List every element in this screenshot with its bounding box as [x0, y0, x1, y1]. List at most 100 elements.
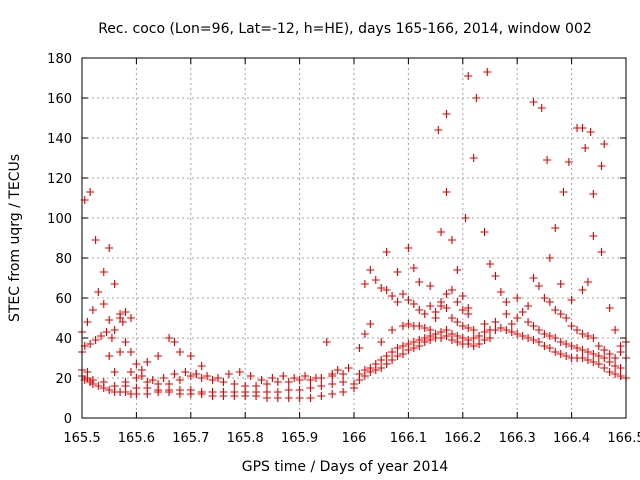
- data-point: [388, 356, 397, 364]
- data-point: [290, 374, 299, 382]
- data-point: [564, 158, 573, 166]
- data-point: [486, 334, 494, 342]
- data-point: [366, 266, 375, 274]
- data-point: [600, 364, 609, 372]
- data-point: [382, 248, 391, 256]
- y-tick-label: 140: [47, 132, 72, 147]
- data-point: [605, 368, 614, 376]
- data-point: [132, 374, 141, 382]
- data-point: [518, 332, 527, 340]
- data-point: [540, 342, 549, 350]
- data-point: [143, 358, 152, 366]
- data-point: [605, 350, 614, 358]
- data-point: [567, 322, 576, 330]
- data-point: [382, 286, 391, 294]
- data-point: [583, 278, 592, 286]
- data-point: [105, 244, 114, 252]
- data-point: [434, 126, 443, 134]
- data-point: [306, 376, 315, 384]
- data-point: [567, 296, 576, 304]
- data-point: [116, 348, 125, 356]
- data-point: [284, 386, 293, 394]
- data-point: [110, 368, 119, 376]
- data-point: [453, 298, 462, 306]
- data-point: [616, 372, 625, 380]
- data-point: [469, 154, 478, 162]
- data-point: [105, 386, 114, 394]
- data-point: [83, 318, 92, 326]
- data-point: [257, 376, 266, 384]
- data-point: [475, 332, 484, 340]
- data-point: [480, 328, 489, 336]
- data-point: [551, 224, 560, 232]
- data-point: [578, 346, 587, 354]
- data-point: [388, 326, 397, 334]
- data-point: [611, 326, 620, 334]
- data-point: [611, 362, 620, 370]
- data-point: [110, 382, 119, 390]
- data-point: [453, 318, 462, 326]
- y-tick-label: 160: [47, 92, 72, 107]
- data-point: [355, 344, 364, 352]
- data-point: [600, 354, 609, 362]
- x-tick-label: 166.4: [553, 431, 590, 446]
- data-point: [545, 344, 554, 352]
- data-point: [94, 288, 103, 296]
- data-point: [502, 326, 511, 334]
- data-point: [393, 352, 402, 360]
- data-point: [132, 360, 141, 368]
- data-point: [333, 366, 342, 374]
- data-point: [377, 356, 386, 364]
- x-axis-title: GPS time / Days of year 2014: [242, 459, 449, 475]
- data-point: [377, 284, 386, 292]
- data-point: [398, 322, 407, 330]
- data-point: [328, 380, 337, 388]
- data-point: [545, 298, 554, 306]
- data-point: [589, 334, 598, 342]
- data-point: [453, 338, 462, 346]
- data-point: [551, 306, 560, 314]
- data-point: [366, 368, 375, 376]
- data-point: [86, 188, 95, 196]
- data-point: [437, 334, 446, 342]
- data-point: [88, 306, 97, 314]
- data-point: [224, 370, 233, 378]
- data-point: [99, 268, 108, 276]
- data-point: [447, 336, 456, 344]
- data-point: [404, 346, 413, 354]
- data-point: [469, 334, 478, 342]
- data-point: [600, 346, 609, 354]
- data-point: [581, 144, 590, 152]
- data-point: [175, 386, 184, 394]
- data-point: [537, 104, 546, 112]
- y-axis-title: STEC from uqrg / TECUs: [7, 154, 23, 322]
- data-point: [388, 348, 397, 356]
- data-point: [388, 292, 397, 300]
- data-point: [562, 314, 571, 322]
- data-point: [328, 370, 337, 378]
- data-point: [371, 366, 380, 374]
- data-point: [507, 320, 516, 328]
- x-tick-label: 165.7: [172, 431, 209, 446]
- data-point: [442, 188, 451, 196]
- data-point: [404, 244, 413, 252]
- data-point: [165, 334, 174, 342]
- data-point: [420, 338, 429, 346]
- data-point: [186, 352, 195, 360]
- data-point: [382, 360, 391, 368]
- data-point: [475, 340, 484, 348]
- data-point: [545, 332, 554, 340]
- data-point: [273, 378, 282, 386]
- data-point: [295, 386, 304, 394]
- data-point: [480, 320, 489, 328]
- x-tick-label: 165.9: [281, 431, 318, 446]
- data-point: [513, 314, 522, 322]
- data-point: [105, 316, 114, 324]
- data-point: [295, 376, 304, 384]
- data-point: [208, 388, 217, 396]
- data-point: [518, 308, 527, 316]
- data-point: [170, 338, 179, 346]
- data-point: [273, 388, 282, 396]
- data-point: [393, 268, 402, 276]
- data-point: [426, 336, 435, 344]
